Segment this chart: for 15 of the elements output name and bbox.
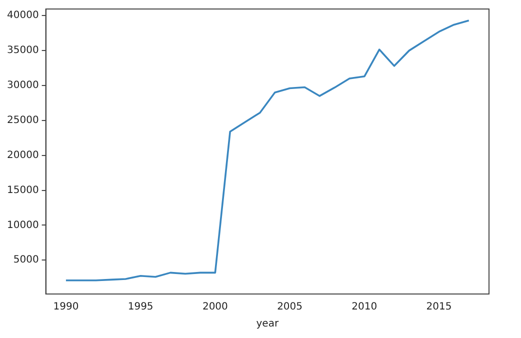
y-tick-label: 30000	[7, 80, 39, 92]
y-tick-label: 40000	[7, 10, 39, 22]
x-tick-label: 2015	[426, 302, 452, 313]
x-tick-label: 1990	[53, 302, 79, 313]
x-tick-label: 2005	[277, 302, 303, 313]
x-tick-label: 2010	[352, 302, 378, 313]
x-axis-title: year	[256, 318, 280, 330]
x-tick-label: 2000	[202, 302, 228, 313]
y-tick-label: 20000	[7, 150, 39, 161]
y-tick-label: 5000	[13, 254, 39, 266]
y-tick-label: 35000	[7, 45, 39, 56]
y-tick-label: 10000	[7, 220, 39, 231]
x-tick-label: 1995	[128, 302, 154, 313]
y-tick-label: 25000	[7, 115, 39, 126]
y-tick-label: 15000	[7, 184, 39, 196]
